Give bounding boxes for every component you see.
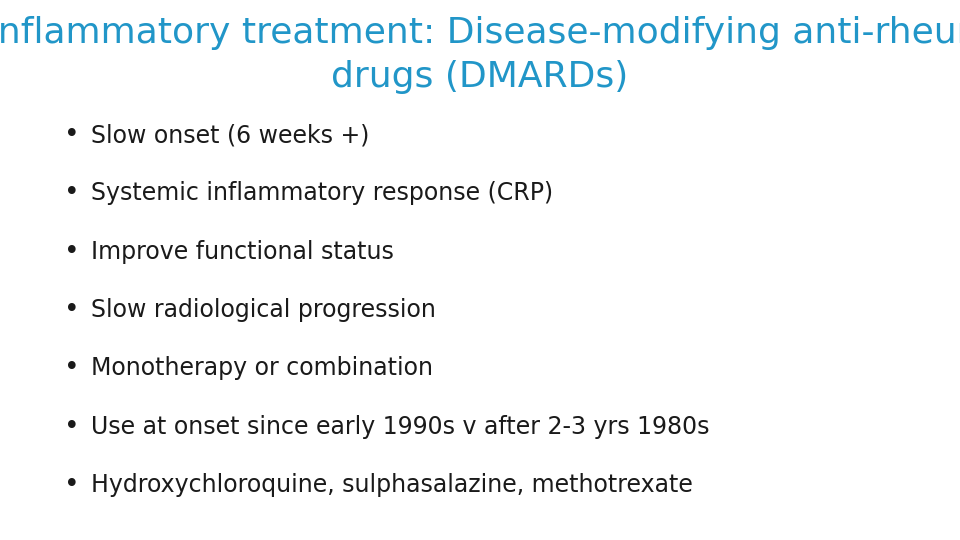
Text: •: • <box>64 180 80 206</box>
Text: •: • <box>64 239 80 265</box>
Text: •: • <box>64 297 80 323</box>
Text: •: • <box>64 414 80 440</box>
Text: Monotherapy or combination: Monotherapy or combination <box>91 356 433 380</box>
Text: Anti-inflammatory treatment: Disease-modifying anti-rheumatic
drugs (DMARDs): Anti-inflammatory treatment: Disease-mod… <box>0 16 960 93</box>
Text: Hydroxychloroquine, sulphasalazine, methotrexate: Hydroxychloroquine, sulphasalazine, meth… <box>91 473 693 497</box>
Text: Use at onset since early 1990s v after 2-3 yrs 1980s: Use at onset since early 1990s v after 2… <box>91 415 709 438</box>
Text: Improve functional status: Improve functional status <box>91 240 394 264</box>
Text: •: • <box>64 472 80 498</box>
Text: •: • <box>64 122 80 148</box>
Text: Systemic inflammatory response (CRP): Systemic inflammatory response (CRP) <box>91 181 553 205</box>
Text: Slow onset (6 weeks +): Slow onset (6 weeks +) <box>91 123 370 147</box>
Text: Slow radiological progression: Slow radiological progression <box>91 298 436 322</box>
Text: •: • <box>64 355 80 381</box>
